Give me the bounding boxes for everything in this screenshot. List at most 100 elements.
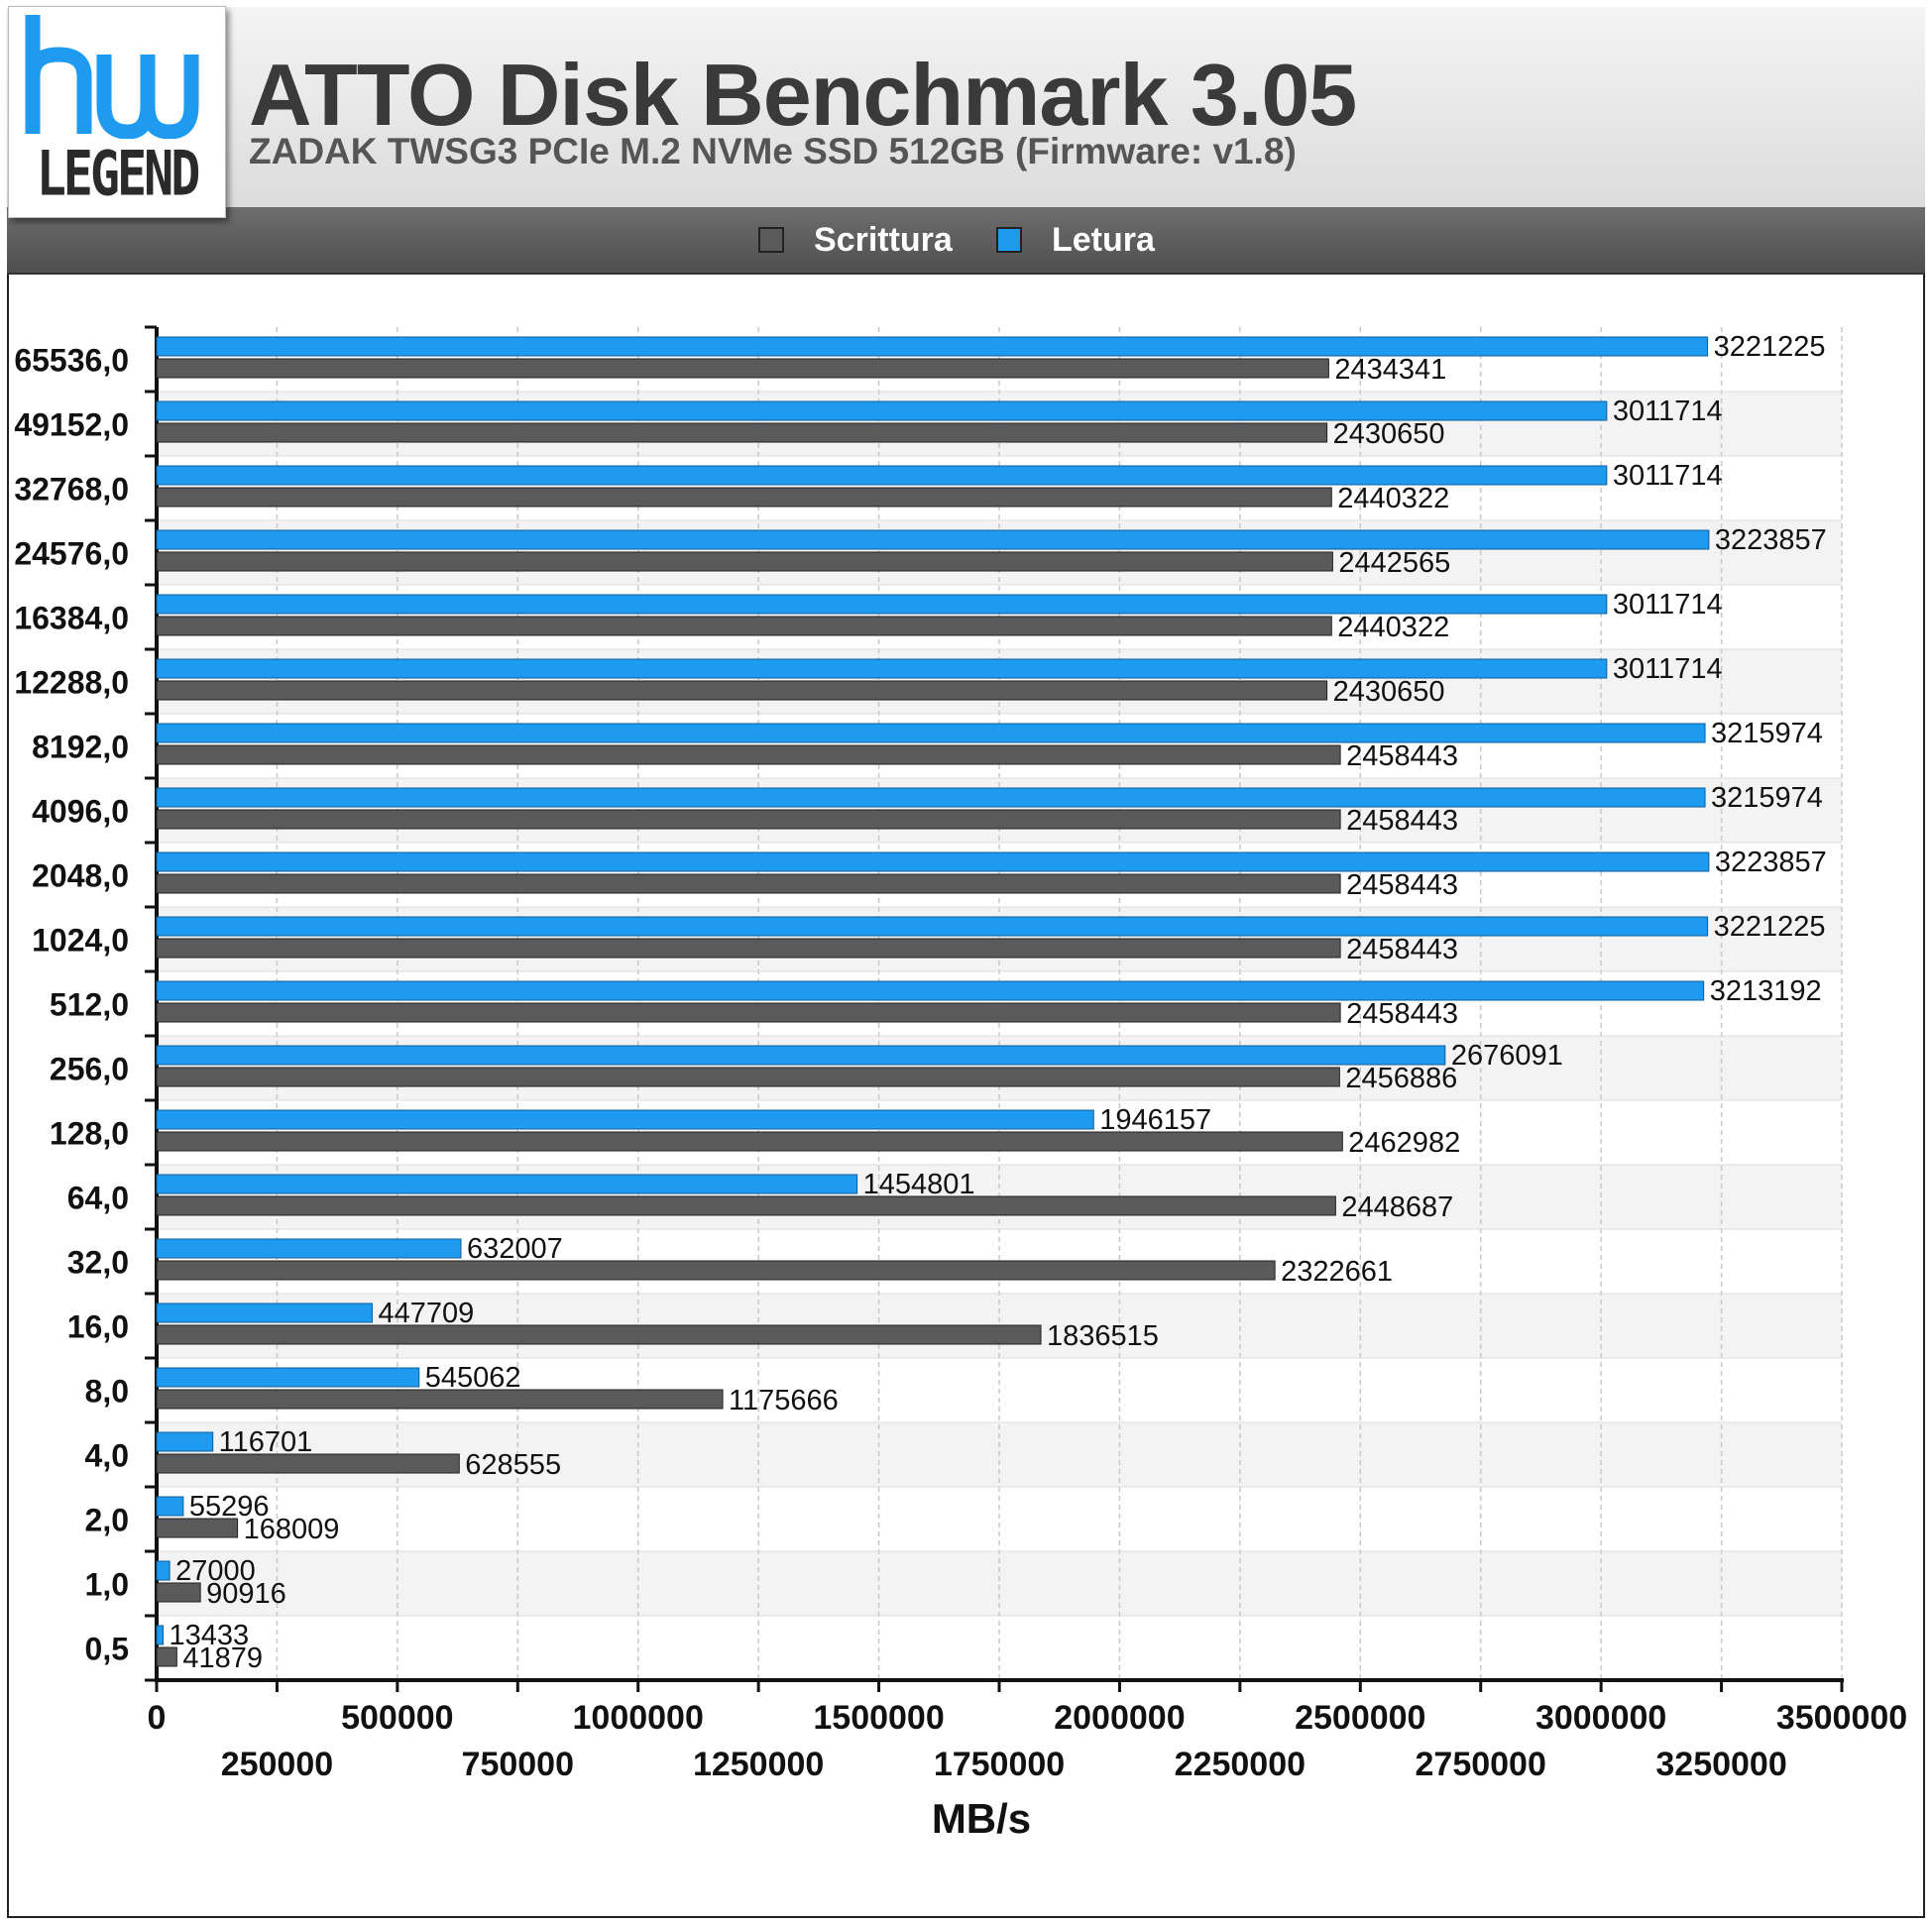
bar-letura	[156, 851, 1710, 872]
x-tick-label: 0	[148, 1699, 167, 1737]
bar-scrittura	[156, 1260, 1276, 1281]
data-label-letura: 3213192	[1710, 975, 1822, 1007]
legend-swatch-letura	[996, 227, 1022, 253]
chart-title: ATTO Disk Benchmark 3.05	[249, 46, 1357, 144]
legend-item-scrittura: Scrittura	[758, 207, 953, 273]
bar-scrittura	[156, 744, 1341, 765]
x-tick-label: 250000	[221, 1746, 333, 1783]
bar-letura	[156, 400, 1608, 421]
bar-letura	[156, 658, 1608, 679]
y-tick-label: 128,0	[50, 1116, 129, 1152]
data-label-letura: 632007	[467, 1233, 563, 1265]
bar-letura	[156, 336, 1709, 357]
bar-scrittura	[156, 1195, 1336, 1216]
bar-scrittura	[156, 358, 1329, 379]
chart-header: ATTO Disk Benchmark 3.05 ZADAK TWSG3 PCI…	[7, 7, 1925, 208]
x-tick-label: 500000	[341, 1699, 453, 1737]
y-tick-label: 8,0	[85, 1374, 129, 1410]
y-tick-label: 1024,0	[32, 923, 129, 959]
y-tick-label: 65536,0	[14, 343, 129, 379]
data-label-scrittura: 168009	[244, 1514, 340, 1545]
y-tick-label: 256,0	[50, 1052, 129, 1087]
bar-scrittura	[156, 809, 1341, 830]
x-tick-label: 2250000	[1175, 1746, 1306, 1783]
logo-text: LEGEND	[36, 138, 201, 210]
data-label-scrittura: 2456886	[1345, 1063, 1457, 1094]
data-label-letura: 3011714	[1613, 460, 1723, 492]
x-tick-label: 1750000	[934, 1746, 1065, 1783]
bar-letura	[156, 594, 1608, 615]
bar-letura	[156, 529, 1710, 550]
bar-scrittura	[156, 1324, 1042, 1345]
data-label-letura: 3223857	[1715, 847, 1827, 878]
x-tick-label: 1000000	[573, 1699, 704, 1737]
data-label-letura: 3221225	[1714, 911, 1826, 943]
x-tick-label: 750000	[462, 1746, 574, 1783]
bar-letura	[156, 1109, 1094, 1130]
bar-letura	[156, 465, 1608, 486]
bar-letura	[156, 1367, 420, 1388]
bar-letura	[156, 1174, 858, 1194]
data-label-letura: 3223857	[1715, 524, 1827, 556]
data-label-scrittura: 2448687	[1341, 1191, 1453, 1223]
data-label-scrittura: 2434341	[1334, 354, 1446, 386]
data-label-scrittura: 2322661	[1281, 1256, 1393, 1288]
y-tick-label: 12288,0	[14, 665, 129, 701]
y-tick-label: 1,0	[85, 1567, 129, 1603]
y-tick-label: 32,0	[67, 1245, 129, 1281]
data-label-scrittura: 1175666	[729, 1385, 839, 1416]
data-label-letura: 1946157	[1099, 1104, 1211, 1136]
bar-letura	[156, 1302, 373, 1323]
x-tick-label: 1250000	[693, 1746, 824, 1783]
bar-scrittura	[156, 1067, 1340, 1087]
bar-letura	[156, 1496, 184, 1517]
y-tick-label: 8192,0	[32, 730, 129, 765]
bar-scrittura	[156, 616, 1332, 636]
bar-letura	[156, 1238, 462, 1259]
data-label-scrittura: 628555	[465, 1449, 561, 1481]
x-tick-label: 1500000	[813, 1699, 944, 1737]
bar-scrittura	[156, 1453, 460, 1474]
y-tick-label: 16,0	[67, 1309, 129, 1345]
data-label-letura: 447709	[378, 1298, 474, 1329]
data-label-scrittura: 1836515	[1047, 1320, 1159, 1352]
y-tick-label: 2048,0	[32, 858, 129, 894]
y-tick-label: 64,0	[67, 1181, 129, 1216]
bar-letura	[156, 980, 1705, 1001]
data-label-scrittura: 2458443	[1346, 934, 1458, 965]
bar-letura	[156, 1431, 214, 1452]
x-tick-label: 3250000	[1655, 1746, 1786, 1783]
logo: LEGEND	[8, 6, 226, 218]
data-label-letura: 3215974	[1711, 718, 1823, 749]
legend: Scrittura Letura	[7, 207, 1925, 275]
data-label-letura: 3011714	[1613, 653, 1723, 685]
bar-scrittura	[156, 487, 1332, 508]
data-label-scrittura: 2462982	[1348, 1127, 1460, 1159]
data-label-scrittura: 2430650	[1333, 418, 1445, 450]
data-label-letura: 545062	[425, 1362, 521, 1394]
data-label-scrittura: 2430650	[1333, 676, 1445, 708]
bar-scrittura	[156, 873, 1341, 894]
data-label-scrittura: 2458443	[1346, 869, 1458, 901]
data-label-letura: 1454801	[863, 1169, 975, 1200]
bar-scrittura	[156, 1646, 177, 1667]
bar-letura	[156, 916, 1709, 937]
bar-letura	[156, 1560, 170, 1581]
legend-label-scrittura: Scrittura	[814, 220, 953, 259]
data-label-letura: 55296	[189, 1491, 270, 1523]
data-label-scrittura: 2458443	[1346, 998, 1458, 1030]
data-label-letura: 116701	[219, 1426, 313, 1458]
bar-letura	[156, 1045, 1446, 1066]
y-tick-label: 16384,0	[14, 601, 129, 636]
data-label-scrittura: 2458443	[1346, 805, 1458, 837]
bar-scrittura	[156, 1582, 201, 1603]
logo-hw-mark	[25, 15, 199, 139]
y-tick-label: 2,0	[85, 1503, 129, 1538]
legend-label-letura: Letura	[1052, 220, 1155, 259]
y-tick-label: 49152,0	[14, 407, 129, 443]
data-label-scrittura: 2442565	[1338, 547, 1450, 579]
legend-item-letura: Letura	[996, 207, 1155, 273]
data-label-letura: 3215974	[1711, 782, 1823, 814]
x-tick-label: 3500000	[1776, 1699, 1907, 1737]
